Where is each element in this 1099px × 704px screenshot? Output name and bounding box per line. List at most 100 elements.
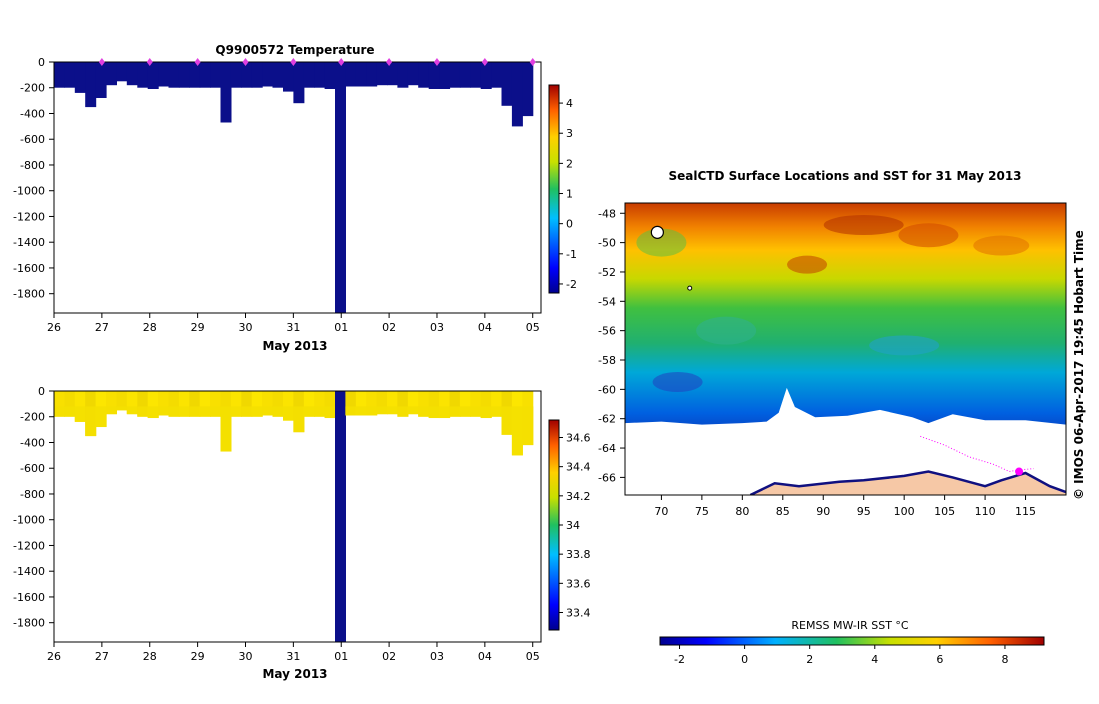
- sst-colorbar: -2 0 2 4 6 8: [659, 636, 1045, 666]
- profile-bar-1-6: [116, 62, 128, 82]
- salinity-plot: 0 -200 -400 -600 -800 -1000 -1200 -1400 -1600 -18…: [13, 385, 542, 663]
- ytick-label-1-9: -1800: [13, 288, 45, 301]
- map-frame: [624, 202, 1067, 496]
- map-xtick-label-9: 115: [1015, 505, 1036, 518]
- ytick-label-1-2: -400: [20, 107, 45, 120]
- profile-bar-2-34: [407, 391, 419, 415]
- panel2-xlabel: May 2013: [262, 667, 327, 681]
- xtick-label-2-1: 27: [95, 650, 109, 663]
- profile-deep-2-25: [314, 406, 326, 417]
- colorbar-label-1-0: -2: [566, 278, 577, 291]
- map-xtick-label-1: 75: [695, 505, 709, 518]
- map-xtick-label-4: 90: [816, 505, 830, 518]
- profile-bar-2-8: [137, 391, 149, 417]
- profile-bar-1-20: [262, 62, 274, 87]
- sst-blob-1: [898, 223, 959, 248]
- colorbar-ramp-1: [548, 84, 560, 294]
- profile-deep-2-32: [387, 406, 398, 415]
- xtick-label-2-4: 30: [238, 650, 252, 663]
- profile-bar-1-23: [293, 62, 305, 104]
- map-ytick-label-0: -48: [598, 207, 616, 220]
- profile-deep-2-37: [439, 406, 451, 419]
- colorbar-label-1-3: 1: [566, 188, 573, 201]
- profile-bar-1-3: [85, 62, 97, 108]
- ytick-label-1-0: 0: [38, 56, 45, 69]
- profile-deep-2-44: [511, 406, 523, 456]
- antarctic-land: [750, 471, 1066, 495]
- profile-bar-2-20: [262, 391, 274, 416]
- profile-deep-2-3: [85, 406, 97, 437]
- profile-bar-2-14: [199, 391, 211, 417]
- profile-bar-1-28: [345, 62, 357, 87]
- profile-deep-2-20: [262, 406, 274, 416]
- profile-bar-1-22: [283, 62, 294, 92]
- profile-bar-2-29: [355, 391, 367, 416]
- sst-colorbar-label-1: 0: [741, 653, 748, 666]
- profile-bar-2-35: [418, 391, 430, 417]
- profile-bar-2-11: [168, 391, 180, 417]
- xtick-label-1-2: 28: [143, 321, 157, 334]
- profile-deep-2-45: [522, 406, 534, 446]
- ytick-label-2-7: -1400: [13, 565, 45, 578]
- sst-blob-0: [823, 215, 904, 236]
- colorbar-label-2-5: 34.4: [566, 461, 591, 474]
- map-ytick-label-1: -50: [598, 237, 616, 250]
- profile-deep-2-7: [126, 406, 138, 415]
- ytick-label-1-4: -800: [20, 159, 45, 172]
- panel1-xlabel: May 2013: [262, 339, 327, 353]
- profile-deep-2-22: [283, 406, 294, 421]
- profile-deep-2-11: [168, 406, 180, 417]
- sst-blob-2: [787, 255, 828, 274]
- profile-deep-2-5: [106, 406, 117, 415]
- profile-deep-2-41: [480, 406, 492, 419]
- xtick-label-2-2: 28: [143, 650, 157, 663]
- profile-bar-1-36: [428, 62, 440, 89]
- profile-bar-2-26: [324, 391, 336, 418]
- profile-bar-1-2: [74, 62, 86, 93]
- profile-marker-1: [146, 58, 153, 66]
- profile-bar-2-19: [251, 391, 263, 417]
- sst-colorbar-label-2: 2: [806, 653, 813, 666]
- profile-bar-2-1: [64, 391, 76, 417]
- map-ytick-label-6: -60: [598, 383, 616, 396]
- kerguelen-island: [650, 225, 664, 239]
- profile-deep-2-38: [449, 406, 461, 417]
- sst-blob-7: [652, 372, 703, 393]
- profile-bar-2-6: [116, 391, 128, 411]
- profile-deep-2-15: [210, 406, 222, 417]
- colorbar-label-2-6: 34.6: [566, 432, 591, 445]
- profile-deep-2-4: [95, 406, 107, 428]
- xtick-label-1-8: 03: [430, 321, 444, 334]
- profile-marker-6: [386, 58, 393, 66]
- ytick-label-2-4: -800: [20, 488, 45, 501]
- profile-bar-1-5: [106, 62, 117, 86]
- profile-bar-1-30: [366, 62, 378, 87]
- profile-bar-2-10: [158, 391, 170, 416]
- map-xtick-label-3: 85: [776, 505, 790, 518]
- profile-deep-2-6: [116, 406, 128, 411]
- ice-region: [625, 387, 1066, 495]
- profile-bar-2-18: [241, 391, 253, 417]
- map-ytick-label-5: -58: [598, 354, 616, 367]
- ytick-label-1-7: -1400: [13, 236, 45, 249]
- profile-bar-1-43: [501, 62, 513, 106]
- map-xtick-label-0: 70: [654, 505, 668, 518]
- colorbar-label-1-4: 2: [566, 157, 573, 170]
- profile-bar-2-0: [54, 391, 65, 417]
- coastline-sst: [749, 470, 1066, 495]
- profile-marker-4: [290, 58, 297, 66]
- map-ytick-label-3: -54: [598, 295, 616, 308]
- map-ytick-label-2: -52: [598, 266, 616, 279]
- sst-colorbar-label: REMSS MW-IR SST °C: [791, 619, 909, 632]
- xtick-label-2-10: 05: [526, 650, 540, 663]
- colorbar-label-1-5: 3: [566, 127, 573, 140]
- xtick-label-2-9: 04: [478, 650, 492, 663]
- profile-deep-2-35: [418, 406, 430, 417]
- profile-deep-2-39: [459, 406, 471, 417]
- profile-deep-2-36: [428, 406, 440, 419]
- xtick-label-1-3: 29: [191, 321, 205, 334]
- profile-deep-2-16: [220, 406, 232, 452]
- xtick-label-1-5: 31: [286, 321, 300, 334]
- profile-bar-1-18: [241, 62, 253, 88]
